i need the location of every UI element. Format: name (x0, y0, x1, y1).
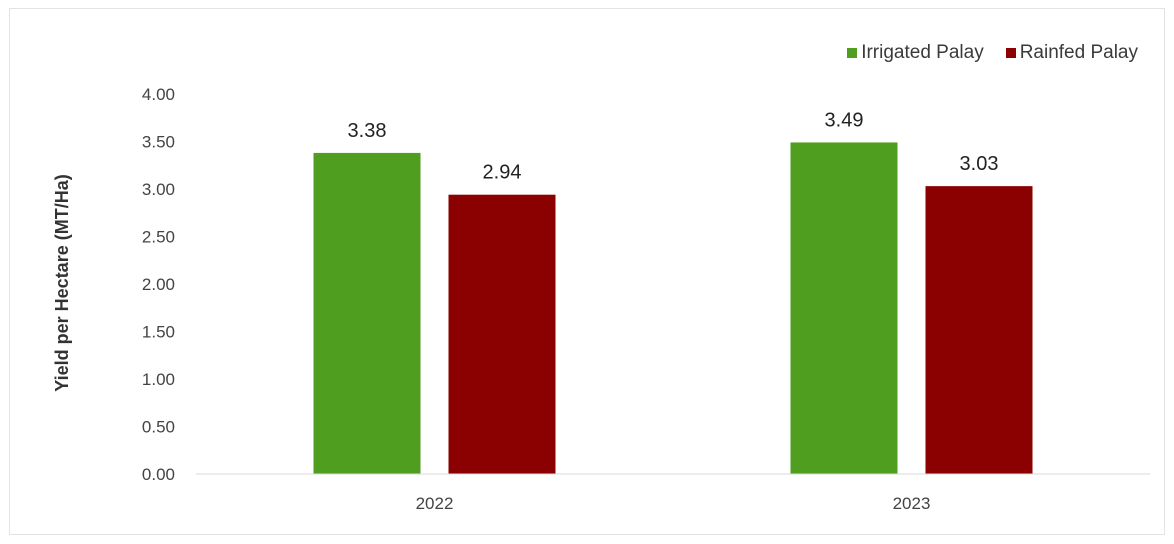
data-label: 3.03 (960, 153, 999, 175)
y-tick-label: 2.50 (142, 228, 175, 247)
legend-swatch-irrigated-palay (847, 48, 858, 58)
bars (313, 142, 1033, 474)
bar-irrigated-palay-2023 (790, 142, 898, 474)
bar-rainfed-palay-2022 (448, 194, 556, 474)
x-tick-label: 2022 (416, 494, 454, 513)
legend-item-irrigated-palay: Irrigated Palay (847, 42, 984, 64)
y-tick-label: 4.00 (142, 85, 175, 104)
y-axis-ticks: 0.00 0.50 1.00 1.50 2.00 2.50 3.00 3.50 4.00 (142, 85, 175, 484)
y-tick-label: 2.00 (142, 275, 175, 294)
x-axis-ticks: 2022 2023 (416, 494, 931, 513)
x-tick-label: 2023 (893, 494, 931, 513)
y-tick-label: 1.50 (142, 323, 175, 342)
legend-swatch-rainfed-palay (1005, 48, 1016, 58)
data-label: 2.94 (483, 162, 522, 184)
y-tick-label: 0.00 (142, 465, 175, 484)
data-labels: 3.38 2.94 3.49 3.03 (348, 109, 999, 183)
y-axis-title: Yield per Hectare (MT/Ha) (52, 174, 72, 391)
legend: Irrigated Palay Rainfed Palay (847, 42, 1138, 64)
y-tick-label: 1.00 (142, 370, 175, 389)
bar-rainfed-palay-2023 (925, 186, 1033, 474)
bar-irrigated-palay-2022 (313, 152, 421, 474)
legend-label-rainfed-palay: Rainfed Palay (1019, 42, 1138, 63)
legend-label-irrigated-palay: Irrigated Palay (861, 42, 984, 63)
data-label: 3.38 (348, 120, 387, 142)
legend-item-rainfed-palay: Rainfed Palay (1005, 42, 1138, 64)
y-tick-label: 3.50 (142, 133, 175, 152)
y-tick-label: 0.50 (142, 418, 175, 437)
y-tick-label: 3.00 (142, 180, 175, 199)
data-label: 3.49 (825, 109, 864, 131)
